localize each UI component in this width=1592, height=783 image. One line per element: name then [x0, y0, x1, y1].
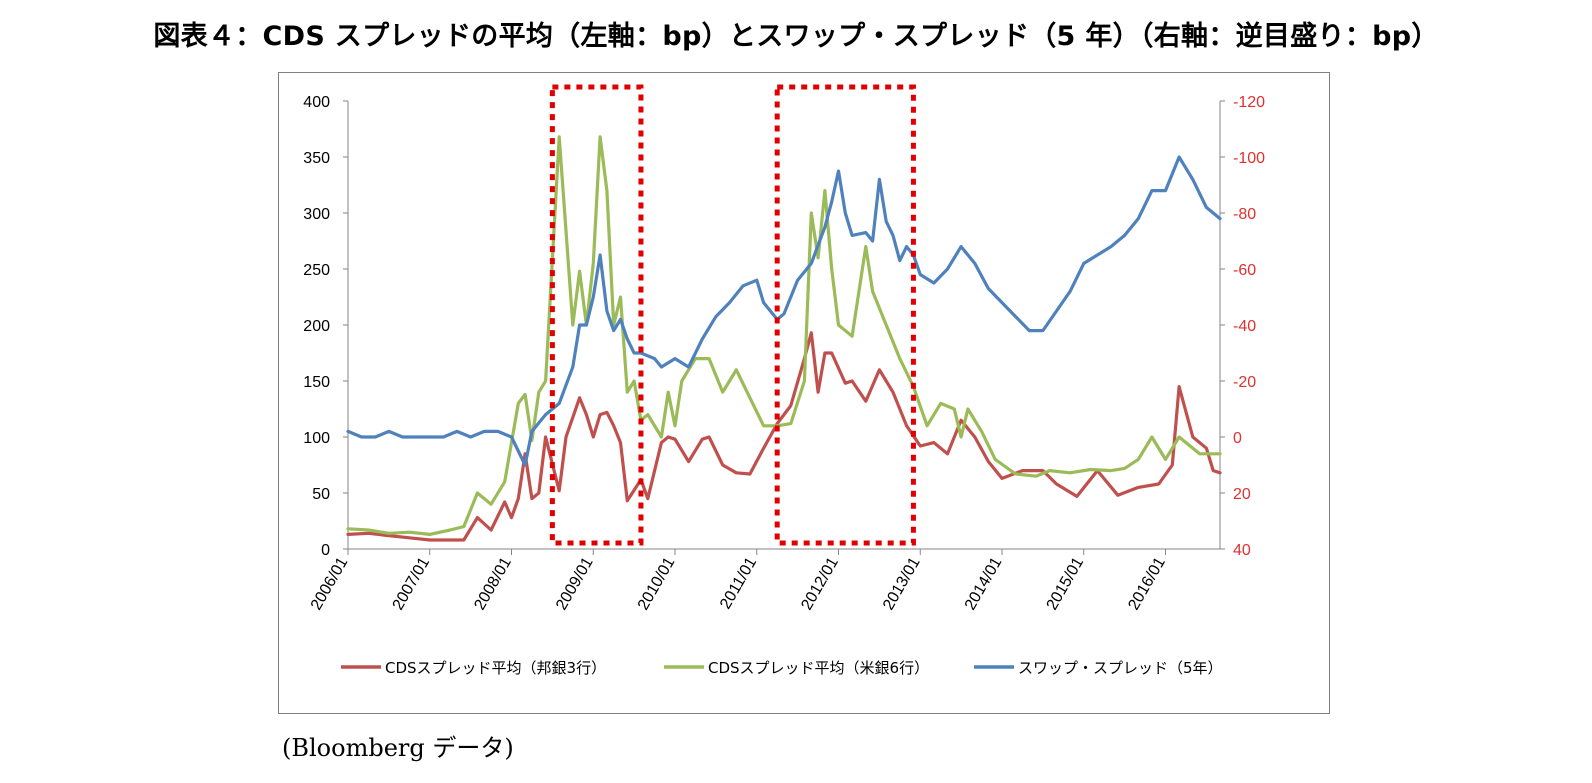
legend-swap-spread-label: スワップ・スプレッド（5年）	[1018, 659, 1223, 677]
right-tick-label: -80	[1233, 206, 1256, 223]
series-line-japan-banks	[346, 331, 1222, 542]
left-tick-label: 50	[312, 486, 330, 503]
right-tick-label: -100	[1233, 150, 1265, 167]
right-tick-label: -120	[1233, 94, 1265, 111]
x-tick-label: 2006/01	[308, 554, 352, 613]
x-tick-label: 2013/01	[880, 554, 924, 613]
left-tick-label: 300	[303, 206, 330, 223]
x-tick-label: 2009/01	[553, 554, 597, 613]
highlight-period-box	[549, 84, 644, 546]
left-tick-label: 100	[303, 430, 330, 447]
chart-frame: 0 50 100 150 200 250 300 350 400 40 20 0 -20 -40 -60 -8…	[278, 72, 1330, 714]
x-tick-label: 2011/01	[717, 554, 760, 612]
left-tick-label: 200	[303, 318, 330, 335]
left-tick-label: 350	[303, 150, 330, 167]
highlight-period-box	[774, 84, 916, 546]
left-tick-label: 250	[303, 262, 330, 279]
legend-japan-banks-label: CDSスプレッド平均（邦銀3行）	[385, 659, 606, 677]
series-line-swap-spread	[346, 155, 1222, 467]
x-tick-label: 2012/01	[798, 554, 842, 613]
chart-plot: 05010015020025030035040040200-20-40-60-8…	[303, 84, 1265, 677]
source-note: (Bloomberg データ)	[282, 734, 514, 762]
legend-us-banks-label: CDSスプレッド平均（米銀6行）	[708, 659, 929, 677]
x-tick-label: 2015/01	[1044, 554, 1088, 613]
page-title: 図表４：CDS スプレッドの平均（左軸：bp）とスワップ・スプレッド（5 年）（…	[153, 21, 1439, 52]
left-tick-label: 150	[303, 374, 330, 391]
series-line-us-banks	[346, 135, 1222, 536]
left-tick-label: 0	[321, 542, 330, 559]
left-tick-label: 400	[303, 94, 330, 111]
x-tick-label: 2008/01	[471, 554, 515, 613]
x-tick-label: 2010/01	[635, 554, 679, 613]
right-tick-label: 40	[1233, 542, 1251, 559]
right-tick-label: -20	[1233, 374, 1256, 391]
x-tick-label: 2007/01	[390, 554, 434, 613]
right-tick-label: 0	[1233, 430, 1242, 447]
right-tick-label: -40	[1233, 318, 1256, 335]
x-tick-label: 2014/01	[962, 554, 1006, 613]
right-tick-label: 20	[1233, 486, 1251, 503]
right-tick-label: -60	[1233, 262, 1256, 279]
x-tick-label: 2016/01	[1125, 554, 1169, 613]
